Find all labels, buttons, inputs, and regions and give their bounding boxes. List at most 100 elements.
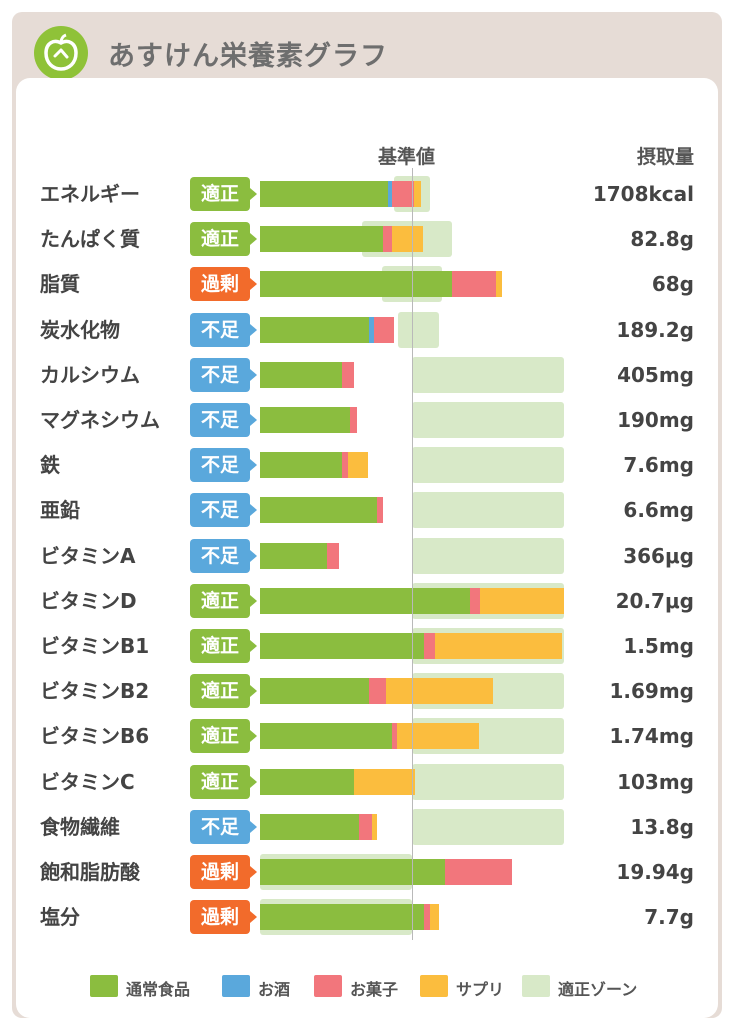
bar-segment-snack: [392, 723, 397, 750]
intake-amount: 1.74mg: [609, 724, 694, 749]
baseline-header: 基準値: [378, 146, 436, 168]
intake-amount: 6.6mg: [623, 498, 694, 523]
status-badge: 過剰: [190, 855, 257, 889]
apple-icon: [34, 26, 88, 80]
bar-segment-supplement: [434, 633, 563, 659]
adequate-zone: [412, 492, 564, 529]
intake-amount: 7.7g: [644, 905, 694, 930]
nutrient-label: 塩分: [40, 905, 80, 930]
bar-segment-snack: [424, 633, 435, 659]
status-badge: 不足: [190, 312, 257, 347]
bar-segment-supplement: [413, 181, 422, 207]
status-badge: 適正: [190, 719, 257, 754]
legend-label: 適正ゾーン: [558, 980, 638, 999]
intake-amount: 20.7μg: [615, 588, 694, 613]
bar-segment-food: [260, 497, 378, 524]
nutrient-label: ビタミンC: [40, 769, 135, 794]
status-badge: 適正: [190, 764, 257, 799]
status-badge: 適正: [190, 629, 257, 663]
bar-segment-food: [260, 361, 343, 388]
bar-segment-food: [260, 542, 327, 569]
bar-segment-snack: [326, 542, 340, 569]
intake-amount: 13.8g: [630, 814, 694, 839]
nutrient-label: 食物繊維: [40, 814, 120, 839]
status-badge: 不足: [190, 357, 257, 392]
nutrient-label: カルシウム: [40, 362, 140, 387]
legend-label: 通常食品: [126, 980, 191, 999]
bar-segment-food: [260, 904, 425, 931]
status-badge: 過剰: [190, 900, 257, 935]
adequate-zone: [412, 356, 564, 393]
bar-segment-food: [260, 316, 370, 343]
bar-segment-supplement: [430, 904, 440, 931]
legend-swatch: [222, 975, 250, 997]
intake-amount: 68g: [651, 272, 694, 297]
bar-segment-snack: [383, 226, 393, 253]
nutrient-label: 飽和脂肪酸: [40, 860, 140, 884]
bar-segment-snack: [342, 452, 349, 479]
bar-segment-food: [260, 723, 393, 750]
intake-amount: 103mg: [617, 769, 694, 794]
bar-segment-snack: [451, 271, 496, 298]
app-title: あすけん栄養素グラフ: [108, 41, 388, 72]
adequate-zone: [412, 537, 564, 574]
bar-segment-snack: [445, 859, 513, 885]
legend-swatch: [90, 975, 118, 997]
adequate-zone: [412, 763, 564, 800]
bar-segment-snack: [374, 316, 394, 343]
bar-segment-snack: [424, 904, 431, 931]
bar-segment-alcohol: [387, 181, 393, 207]
bar-segment-supplement: [392, 226, 423, 253]
intake-amount: 7.6mg: [623, 453, 694, 478]
status-badge: 不足: [190, 809, 257, 844]
status-badge: 不足: [190, 403, 257, 437]
bar-segment-food: [260, 633, 425, 659]
intake-header: 摂取量: [636, 146, 694, 168]
intake-amount: 405mg: [617, 362, 694, 387]
intake-amount: 189.2g: [616, 317, 694, 342]
nutrient-label: ビタミンB2: [40, 679, 150, 704]
nutrient-label: 亜鉛: [40, 498, 80, 523]
adequate-zone: [412, 808, 564, 845]
intake-amount: 366μg: [623, 543, 694, 568]
bar-segment-snack: [369, 678, 387, 705]
bar-segment-snack: [469, 587, 481, 614]
adequate-zone: [398, 311, 440, 348]
legend-swatch: [314, 975, 342, 997]
nutrient-label: ビタミンB6: [40, 724, 150, 749]
bar-segment-food: [260, 452, 343, 479]
bar-segment-supplement: [348, 452, 368, 479]
bar-segment-food: [260, 859, 446, 885]
bar-segment-supplement: [396, 723, 479, 750]
intake-amount: 19.94g: [616, 860, 694, 884]
bar-segment-food: [260, 226, 384, 253]
bar-segment-food: [260, 271, 452, 298]
intake-amount: 1.5mg: [623, 634, 694, 658]
bar-segment-supplement: [386, 678, 493, 705]
bar-segment-food: [260, 407, 350, 433]
nutrient-label: ビタミンA: [40, 543, 136, 568]
bar-segment-snack: [342, 361, 355, 388]
bar-segment-food: [260, 587, 470, 614]
bar-segment-alcohol: [369, 316, 374, 343]
baseline-line: [412, 168, 413, 940]
bar-segment-snack: [392, 181, 414, 207]
nutrient-label: 脂質: [40, 272, 80, 297]
status-badge: 不足: [190, 538, 257, 573]
bar-segment-snack: [349, 407, 358, 433]
nutrient-label: エネルギー: [40, 182, 140, 206]
nutrient-label: ビタミンD: [40, 588, 137, 613]
status-badge: 適正: [190, 222, 257, 257]
legend-label: お酒: [258, 980, 291, 999]
bar-segment-food: [260, 768, 355, 795]
intake-amount: 82.8g: [630, 227, 694, 252]
status-badge: 適正: [190, 674, 257, 709]
bar-segment-supplement: [372, 813, 378, 840]
nutrient-label: 鉄: [40, 453, 60, 478]
intake-amount: 1708kcal: [592, 182, 694, 206]
bar-segment-snack: [377, 497, 384, 524]
legend-label: お菓子: [350, 980, 399, 999]
nutrient-label: ビタミンB1: [40, 634, 150, 658]
intake-amount: 190mg: [617, 408, 694, 432]
adequate-zone: [412, 402, 564, 438]
